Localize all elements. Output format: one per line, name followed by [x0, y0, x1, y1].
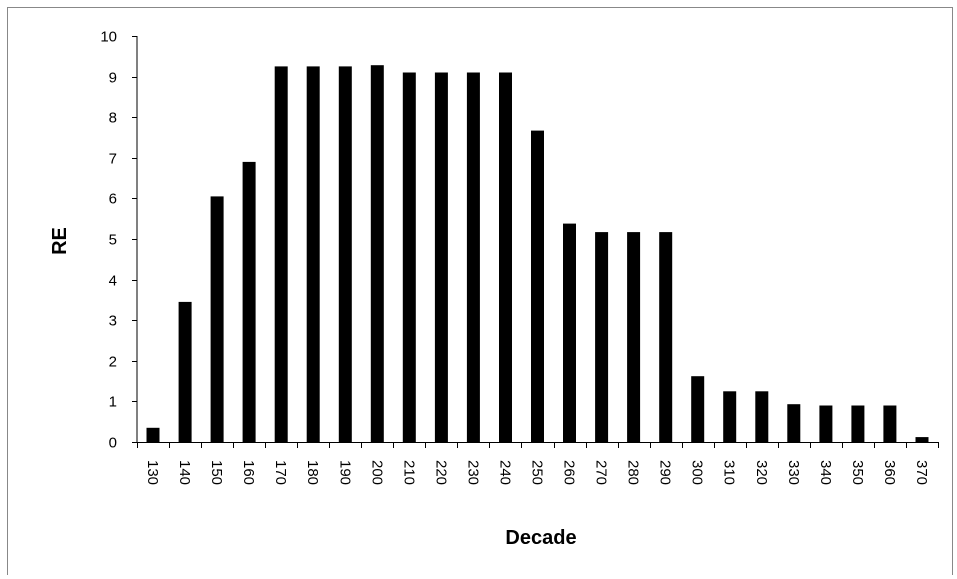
x-axis-title: Decade [505, 527, 576, 549]
y-tick-label: 3 [109, 313, 117, 330]
bar-220 [434, 72, 448, 442]
x-tick-label: 130 [144, 460, 161, 485]
x-tick-label: 240 [497, 460, 514, 485]
x-tick-label: 230 [464, 460, 481, 485]
y-tick-label: 9 [109, 70, 117, 87]
x-tick-label: 260 [561, 460, 578, 485]
x-tick-label: 330 [785, 460, 802, 485]
bar-320 [755, 391, 769, 443]
x-tick-label: 150 [208, 460, 225, 485]
bar-330 [787, 404, 801, 442]
bar-160 [242, 161, 256, 442]
bar-290 [659, 232, 673, 442]
bar-180 [306, 66, 320, 443]
x-tick-label: 290 [657, 460, 674, 485]
y-tick-label: 7 [109, 151, 117, 168]
bar-360 [883, 405, 897, 442]
bar-230 [466, 72, 480, 442]
chart-frame [7, 7, 953, 575]
bar-260 [563, 223, 576, 442]
x-tick-label: 340 [817, 460, 834, 485]
bar-210 [402, 72, 416, 442]
bar-280 [627, 232, 641, 442]
x-tick-label: 140 [176, 460, 193, 485]
x-tick-label: 300 [689, 460, 706, 485]
x-tick-label: 190 [336, 460, 353, 485]
x-tick-label: 210 [400, 460, 417, 485]
bar-300 [691, 376, 705, 442]
bar-130 [146, 427, 160, 442]
y-tick-label: 0 [109, 435, 117, 452]
y-tick-label: 6 [109, 191, 117, 208]
bar-370 [915, 437, 929, 442]
x-tick-label: 280 [625, 460, 642, 485]
y-tick-label: 5 [109, 232, 117, 249]
x-tick-label: 270 [593, 460, 610, 485]
bar-250 [531, 130, 544, 442]
x-tick-label: 160 [240, 460, 257, 485]
y-axis-title: RE [49, 227, 71, 255]
bar-170 [274, 66, 288, 443]
bars [146, 65, 929, 443]
x-tick-label: 250 [529, 460, 546, 485]
bar-150 [210, 196, 224, 442]
bar-350 [851, 405, 865, 442]
y-tick-label: 8 [109, 110, 117, 127]
x-tick-label: 360 [881, 460, 898, 485]
bar-200 [370, 65, 384, 442]
y-tick-label: 10 [100, 29, 117, 46]
x-axis: 130 140 150 160 170 180 190 200 210 220 230 240 250 2… [137, 442, 939, 485]
x-tick-label: 220 [432, 460, 449, 485]
y-axis: 0 1 2 3 4 5 6 7 8 9 10 [100, 29, 138, 452]
x-tick-label: 200 [368, 460, 385, 485]
x-tick-label: 350 [849, 460, 866, 485]
bar-190 [338, 66, 352, 443]
bar-270 [595, 232, 609, 442]
x-tick-label: 370 [913, 460, 930, 485]
y-tick-label: 4 [109, 273, 117, 290]
x-tick-label: 180 [304, 460, 321, 485]
bar-340 [819, 405, 833, 442]
x-tick-label: 170 [272, 460, 289, 485]
x-tick-label: 320 [753, 460, 770, 485]
y-tick-label: 1 [109, 394, 117, 411]
bar-140 [178, 301, 192, 442]
bar-310 [723, 391, 737, 443]
x-tick-label: 310 [721, 460, 738, 485]
bar-240 [499, 72, 512, 442]
y-tick-label: 2 [109, 354, 117, 371]
